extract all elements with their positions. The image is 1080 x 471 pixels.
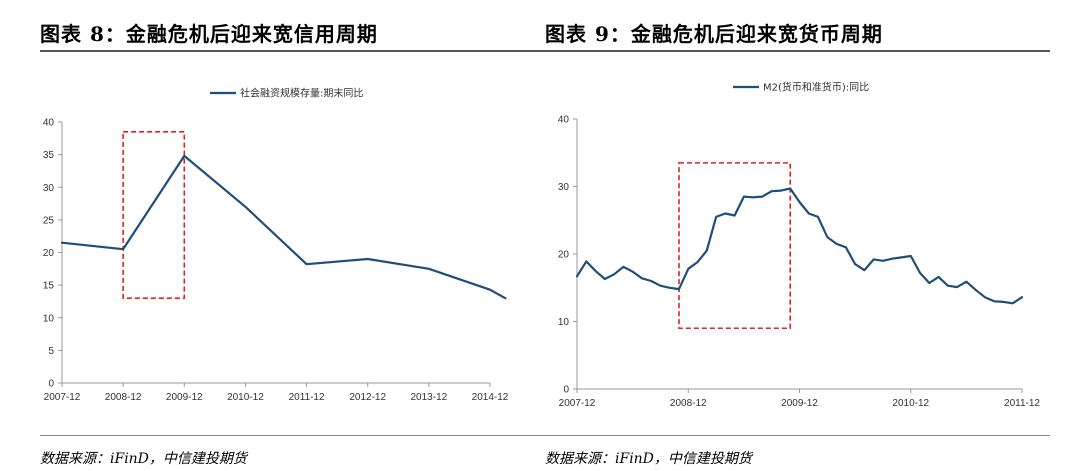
y-tick-label: 40 — [43, 118, 55, 129]
y-tick-label: 20 — [558, 250, 570, 261]
x-tick-label: 2007-12 — [559, 398, 596, 409]
x-tick-label: 2010-12 — [227, 392, 264, 403]
x-tick-label: 2011-12 — [289, 392, 325, 403]
y-tick-label: 20 — [43, 248, 55, 259]
figure-8-title: 图表 8：金融危机后迎来宽信用周期 — [40, 22, 378, 46]
figure-9-source: 数据来源：iFinD，中信建投期货 — [545, 451, 752, 467]
figure-9-panel: 图表 9：金融危机后迎来宽货币周期 0 10 20 30 40 2007-12 2008-1… — [545, 0, 1065, 471]
highlight-box — [678, 162, 792, 330]
x-tick-label: 2011-12 — [1004, 398, 1040, 409]
y-tick-label: 30 — [43, 183, 55, 194]
y-tick-label: 10 — [558, 317, 570, 328]
credit-cycle-chart: 0 5 10 15 20 25 30 35 40 2007-12 2008-12 2009-12 201… — [43, 87, 509, 404]
y-tick-label: 5 — [48, 346, 54, 357]
x-tick-label: 2014-12 — [472, 392, 509, 403]
figure-8-bottom-rule — [40, 435, 545, 436]
figure-9-bottom-rule — [545, 435, 1050, 436]
y-tick-label: 15 — [43, 281, 55, 292]
y-tick-label: 10 — [43, 313, 55, 324]
y-tick-label: 40 — [558, 115, 570, 126]
figure-9-top-rule — [545, 50, 1050, 52]
figure-8-source: 数据来源：iFinD，中信建投期货 — [40, 451, 247, 467]
y-tick-label: 25 — [43, 215, 55, 226]
series-line — [60, 154, 507, 300]
x-tick-label: 2012-12 — [349, 392, 386, 403]
x-tick-label: 2013-12 — [411, 392, 448, 403]
legend-label: M2(货币和准货币):同比 — [763, 81, 869, 94]
x-tick-label: 2007-12 — [44, 392, 81, 403]
y-tick-label: 30 — [558, 182, 570, 193]
x-tick-label: 2009-12 — [781, 398, 818, 409]
y-tick-label: 0 — [48, 379, 54, 390]
figure-8-panel: 图表 8：金融危机后迎来宽信用周期 0 5 10 15 20 25 30 35 40 2007-1… — [40, 0, 560, 471]
highlight-box — [122, 130, 186, 299]
x-tick-label: 2010-12 — [892, 398, 929, 409]
x-tick-label: 2009-12 — [166, 392, 203, 403]
x-tick-label: 2008-12 — [105, 392, 142, 403]
series-line — [575, 187, 1024, 305]
y-tick-label: 0 — [563, 385, 569, 396]
y-tick-label: 35 — [43, 150, 55, 161]
figure-9-title: 图表 9：金融危机后迎来宽货币周期 — [545, 22, 883, 46]
figure-8-top-rule — [40, 50, 545, 52]
x-tick-label: 2008-12 — [670, 398, 707, 409]
legend-label: 社会融资规模存量:期末同比 — [240, 87, 363, 100]
money-cycle-chart: 0 10 20 30 40 2007-12 2008-12 2009-12 2010-12 201… — [558, 81, 1041, 410]
